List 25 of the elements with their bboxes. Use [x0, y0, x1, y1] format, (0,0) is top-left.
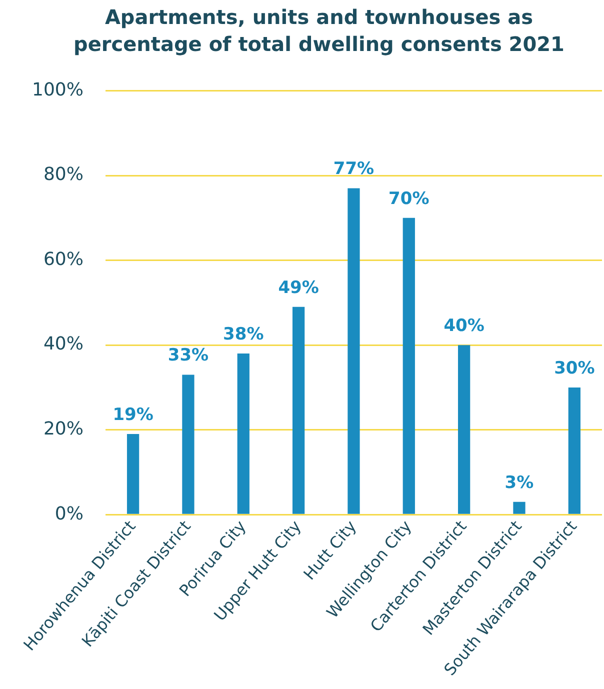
y-tick-label: 60% — [43, 248, 84, 270]
data-label: 38% — [223, 324, 264, 344]
data-label: 3% — [504, 472, 534, 493]
bar — [182, 374, 194, 514]
y-tick-label: 100% — [32, 79, 84, 100]
bar — [402, 218, 415, 514]
bar — [513, 502, 526, 514]
bar — [348, 188, 360, 514]
bar — [237, 354, 250, 514]
data-label: 33% — [168, 346, 209, 366]
chart-title: Apartments, units and townhouses as percentage of total dwelling consents 2021 — [72, 4, 566, 58]
data-label: 19% — [112, 404, 154, 425]
bar — [458, 345, 470, 514]
y-tick-label: 20% — [43, 418, 84, 440]
data-label: 70% — [388, 188, 430, 209]
y-tick-label: 0% — [54, 503, 84, 524]
bar — [568, 387, 580, 514]
bar — [292, 306, 305, 514]
data-label: 30% — [554, 358, 595, 378]
data-label: 77% — [333, 159, 374, 180]
bar — [126, 434, 140, 514]
data-label: 40% — [444, 316, 484, 336]
data-label: 49% — [278, 278, 319, 298]
y-tick-label: 80% — [43, 164, 84, 186]
y-tick-label: 40% — [43, 334, 84, 355]
